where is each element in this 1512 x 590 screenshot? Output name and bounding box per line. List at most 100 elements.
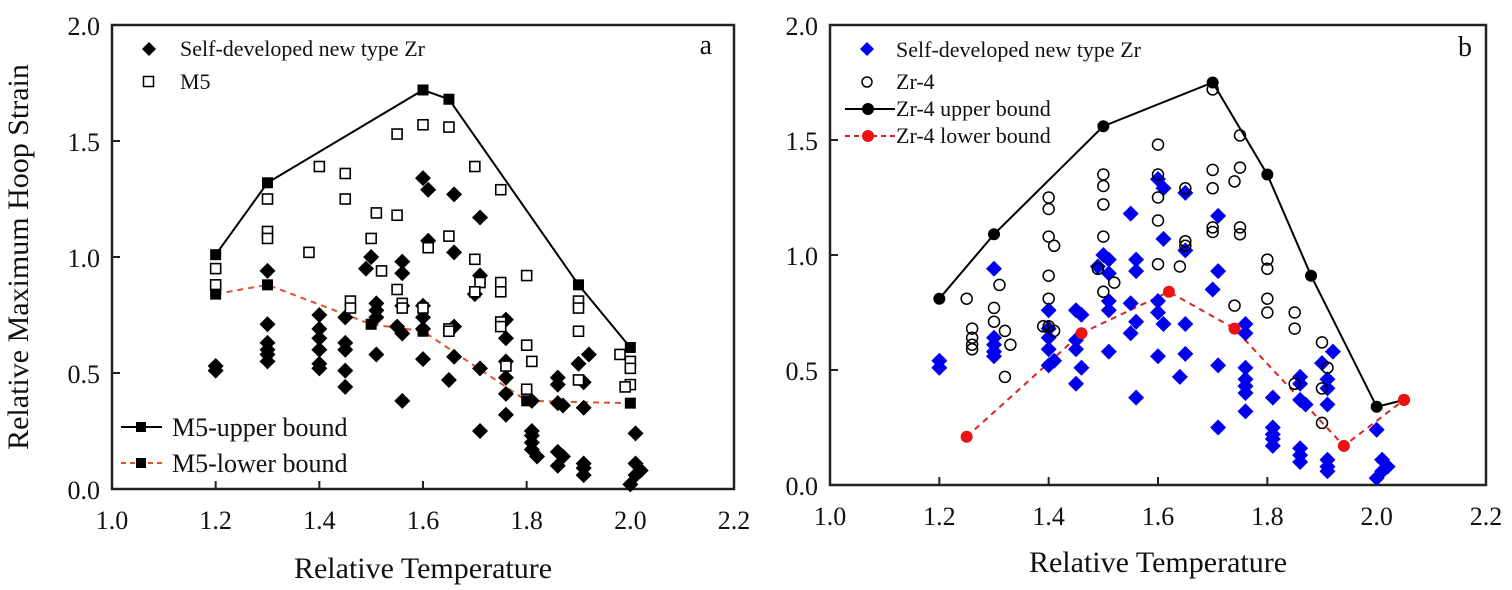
data-point-m5 [520, 383, 533, 396]
data-point-m5 [443, 325, 455, 338]
data-point-self-developed-new-type-zr [1068, 375, 1084, 392]
x-tick-label: 1.0 [814, 502, 847, 531]
data-point-m5 [520, 269, 533, 282]
data-point-m5-upper-bound [443, 93, 455, 105]
data-point-self-developed-new-type-zr [554, 397, 571, 414]
legend-marker-square-filled-upper [136, 422, 146, 432]
data-point-m5 [469, 285, 481, 298]
legend-label-zr4-lower: Zr-4 lower bound [896, 123, 1051, 148]
data-point-self-developed-new-type-zr [627, 467, 644, 484]
data-marks-b [931, 76, 1410, 487]
y-tick-label: 1.5 [786, 127, 819, 156]
data-point-m5 [261, 193, 274, 205]
data-point-self-developed-new-type-zr [1204, 281, 1221, 298]
data-point-zr-4-upper-bound [1261, 168, 1274, 181]
data-point-m5-upper-bound [417, 84, 429, 96]
data-point-self-developed-new-type-zr [1237, 325, 1254, 342]
data-point-zr-4 [1206, 182, 1219, 195]
y-tick-labels-a: 0.0 0.5 1.0 1.5 2.0 [68, 12, 101, 505]
data-point-self-developed-new-type-zr [1150, 293, 1166, 309]
data-point-zr-4 [993, 278, 1006, 292]
data-point-self-developed-new-type-zr [357, 260, 374, 277]
data-point-zr-4 [1233, 161, 1247, 174]
legend-marker-circle-red [862, 130, 874, 142]
data-point-zr-4 [1315, 336, 1329, 349]
data-point-self-developed-new-type-zr [337, 362, 354, 379]
series-line-m5-upper-bound [214, 88, 632, 349]
data-point-zr-4 [1042, 202, 1055, 216]
bound-lines-b [938, 81, 1405, 448]
data-point-m5 [443, 230, 455, 242]
data-point-self-developed-new-type-zr [311, 307, 328, 323]
x-tick-labels-a: 1.0 1.2 1.4 1.6 1.8 2.0 2.2 [96, 506, 751, 535]
data-point-self-developed-new-type-zr [368, 346, 385, 363]
y-tick-labels-b: 0.0 0.5 1.0 1.5 2.0 [786, 12, 819, 501]
data-point-self-developed-new-type-zr [394, 253, 411, 270]
data-marks-a [207, 84, 649, 493]
data-point-zr-4 [1261, 292, 1274, 305]
data-point-m5 [572, 374, 585, 386]
data-point-self-developed-new-type-zr [529, 448, 546, 465]
data-point-self-developed-new-type-zr [363, 249, 380, 265]
data-point-m5 [391, 209, 403, 222]
data-point-m5 [396, 302, 409, 314]
data-point-self-developed-new-type-zr [1319, 396, 1336, 413]
y-tick-label: 2.0 [786, 12, 819, 41]
data-point-m5 [520, 339, 533, 351]
data-point-self-developed-new-type-zr [1292, 454, 1309, 470]
plot-frame-b [828, 23, 1488, 487]
data-point-self-developed-new-type-zr [1100, 302, 1117, 319]
legend-marker-square-filled-lower [136, 458, 146, 468]
legend-label-m5-upper: M5-upper bound [172, 413, 347, 442]
data-point-zr-4 [1042, 292, 1055, 305]
data-point-zr-4 [1151, 214, 1165, 227]
x-tick-label: 1.2 [199, 506, 232, 535]
x-tick-label: 1.6 [1142, 502, 1175, 531]
data-point-zr-4 [1097, 168, 1110, 181]
data-point-self-developed-new-type-zr [549, 457, 566, 474]
data-point-self-developed-new-type-zr [931, 359, 948, 376]
data-point-self-developed-new-type-zr [1177, 184, 1194, 201]
data-point-zr-4 [1261, 253, 1274, 266]
data-point-self-developed-new-type-zr [497, 330, 514, 347]
panel-a: 1.0 1.2 1.4 1.6 1.8 2.0 2.2 0.00.51.01.52.0 a … [2, 12, 750, 585]
data-point-self-developed-new-type-zr [1237, 316, 1254, 332]
legend-marker-diamond-filled [142, 42, 156, 56]
data-point-zr-4 [1042, 230, 1055, 243]
x-tick-label: 1.8 [510, 506, 543, 535]
data-point-self-developed-new-type-zr [1100, 251, 1117, 268]
data-point-self-developed-new-type-zr [415, 170, 431, 187]
data-point-self-developed-new-type-zr [1210, 419, 1227, 436]
data-point-zr-4 [1315, 382, 1329, 395]
data-point-self-developed-new-type-zr [1155, 316, 1172, 332]
data-point-m5 [443, 121, 455, 133]
data-point-self-developed-new-type-zr [1122, 295, 1139, 312]
data-point-zr-4 [1206, 163, 1219, 177]
data-point-zr-4 [1206, 225, 1219, 239]
data-point-self-developed-new-type-zr [497, 406, 514, 423]
data-point-m5 [417, 118, 429, 131]
data-point-zr-4 [1228, 175, 1241, 188]
x-tick-label: 1.6 [407, 506, 440, 535]
data-point-m5 [500, 360, 512, 372]
data-point-self-developed-new-type-zr [1155, 230, 1172, 247]
data-point-zr-4-lower-bound [1337, 439, 1350, 452]
y-tick-label: 1.0 [68, 244, 101, 273]
x-tick-label: 2.0 [614, 506, 647, 535]
data-point-zr-4 [1233, 129, 1247, 142]
data-point-m5 [526, 355, 538, 368]
data-point-m5 [344, 302, 357, 314]
x-tick-label: 1.8 [1251, 502, 1284, 531]
data-point-self-developed-new-type-zr [446, 348, 463, 365]
data-point-self-developed-new-type-zr [337, 341, 354, 358]
data-point-self-developed-new-type-zr [627, 425, 644, 442]
y-tick-label: 0.0 [68, 476, 101, 505]
data-point-m5 [261, 232, 274, 245]
data-point-self-developed-new-type-zr [1128, 251, 1145, 268]
data-point-m5-upper-bound [262, 177, 273, 189]
data-point-self-developed-new-type-zr [570, 355, 587, 372]
series-line-zr-4-upper-bound [938, 81, 1405, 408]
legend-top-b: Self-developed new type Zr Zr-4 Zr-4 upp… [845, 37, 1142, 148]
data-point-self-developed-new-type-zr [1040, 341, 1057, 358]
data-point-zr-4 [1097, 198, 1110, 211]
